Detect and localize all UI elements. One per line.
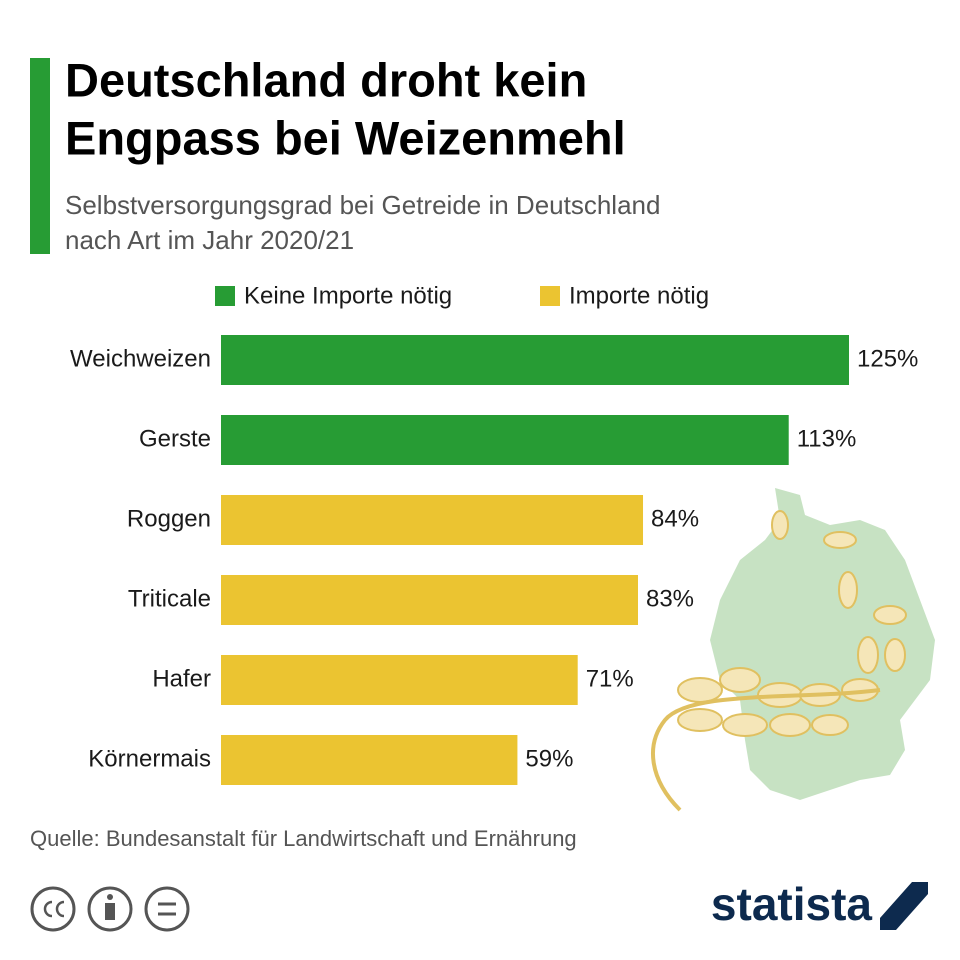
category-label: Hafer bbox=[152, 665, 211, 692]
map-decoration bbox=[651, 488, 935, 812]
bar bbox=[221, 415, 789, 465]
legend-swatch bbox=[540, 286, 560, 306]
bar bbox=[221, 575, 638, 625]
value-label: 84% bbox=[651, 505, 699, 532]
category-label: Weichweizen bbox=[70, 345, 211, 372]
bar bbox=[221, 495, 644, 545]
chart-subtitle: Selbstversorgungsgrad bei Getreide in De… bbox=[65, 190, 660, 220]
bar bbox=[221, 655, 578, 705]
title-accent bbox=[30, 58, 50, 254]
value-label: 59% bbox=[525, 745, 573, 772]
category-label: Roggen bbox=[127, 505, 211, 532]
category-label: Gerste bbox=[139, 425, 211, 452]
chart-title: Deutschland droht kein bbox=[65, 53, 587, 106]
bar bbox=[221, 735, 518, 785]
category-label: Triticale bbox=[128, 585, 211, 612]
category-label: Körnermais bbox=[88, 745, 211, 772]
source: Quelle: Bundesanstalt für Landwirtschaft… bbox=[30, 826, 577, 851]
value-label: 125% bbox=[857, 345, 918, 372]
license-icons bbox=[30, 886, 190, 932]
legend-swatch bbox=[215, 286, 235, 306]
value-label: 71% bbox=[586, 665, 634, 692]
legend-label: Keine Importe nötig bbox=[244, 282, 452, 309]
brand-name: statista bbox=[711, 878, 872, 930]
value-label: 113% bbox=[797, 425, 857, 452]
bar bbox=[221, 335, 849, 385]
value-label: 83% bbox=[646, 585, 694, 612]
chart-title: Engpass bei Weizenmehl bbox=[65, 111, 626, 164]
legend-label: Importe nötig bbox=[569, 282, 709, 309]
chart-subtitle: nach Art im Jahr 2020/21 bbox=[65, 225, 354, 255]
brand-logo bbox=[880, 882, 928, 930]
